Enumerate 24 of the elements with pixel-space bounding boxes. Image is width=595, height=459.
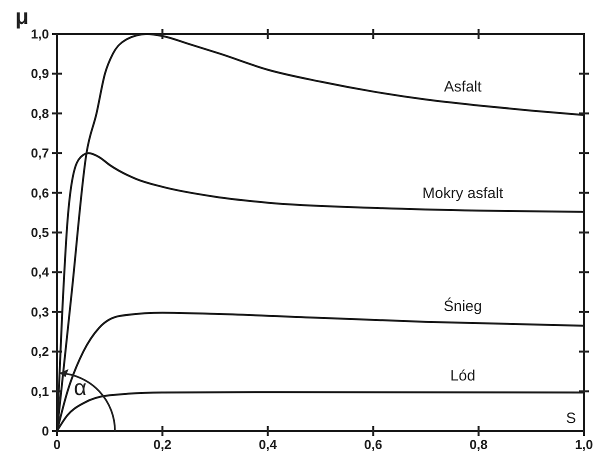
y-axis-title: μ xyxy=(15,4,29,29)
series-label: Lód xyxy=(450,367,476,384)
series-label: Asfalt xyxy=(444,78,482,96)
x-tick-label: 0 xyxy=(53,437,61,452)
y-tick-label: 0,9 xyxy=(30,66,49,82)
x-axis-title: S xyxy=(566,410,576,427)
y-tick-label: 0,1 xyxy=(30,384,49,399)
y-tick-label: 0,6 xyxy=(30,185,49,200)
y-tick-label: 0,2 xyxy=(30,344,49,360)
y-tick-label: 0,7 xyxy=(30,146,49,161)
x-tick-label: 0,2 xyxy=(153,437,172,452)
y-tick-label: 0,5 xyxy=(30,225,49,240)
y-tick-label: 1,0 xyxy=(30,26,49,42)
series-label: Mokry asfalt xyxy=(422,185,504,202)
x-tick-label: 1,0 xyxy=(574,437,594,452)
annotation: α xyxy=(74,375,87,400)
x-tick-label: 0,6 xyxy=(364,437,382,452)
y-tick-label: 0,3 xyxy=(30,304,49,320)
x-tick-label: 0,4 xyxy=(258,437,278,452)
y-tick-label: 0,4 xyxy=(30,264,50,280)
x-tick-label: 0,8 xyxy=(470,437,488,452)
y-tick-label: 0 xyxy=(42,424,49,438)
series-label: Śnieg xyxy=(444,296,482,315)
y-tick-label: 0,8 xyxy=(30,106,49,121)
